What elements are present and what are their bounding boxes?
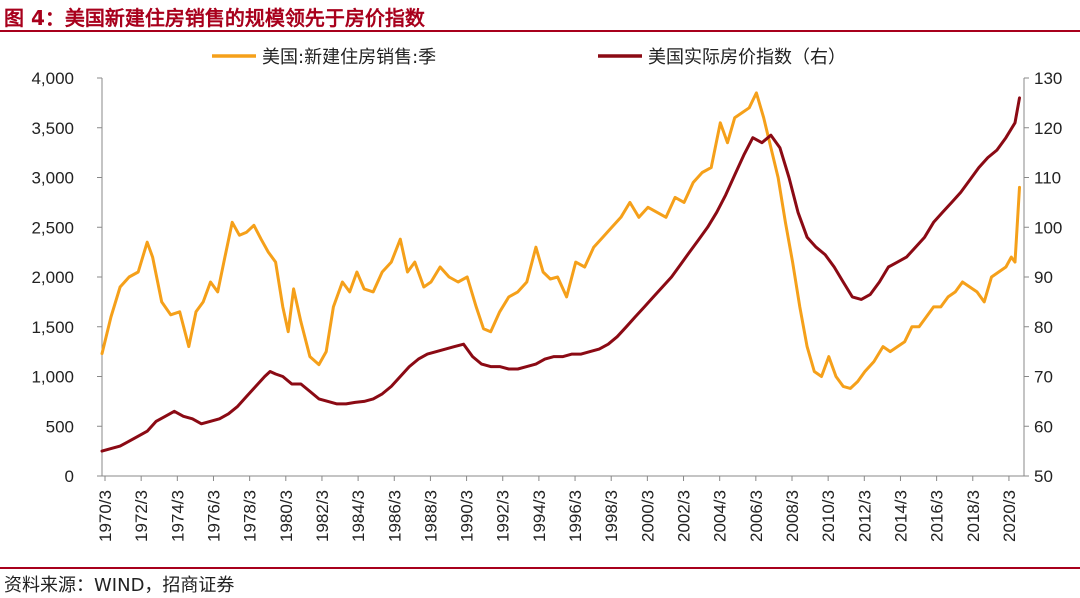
left-tick-label: 1,000 — [31, 368, 74, 387]
left-tick-label: 1,500 — [31, 318, 74, 337]
title-rule — [0, 30, 1080, 32]
series-line-2 — [100, 96, 1021, 453]
right-tick-label: 70 — [1034, 368, 1053, 387]
axes: 0 500 1,000 1,500 2,000 2,500 3,000 3,500 4,000 5… — [31, 69, 1062, 542]
right-tick-label: 110 — [1034, 169, 1061, 188]
x-tick-label: 2004/3 — [711, 490, 730, 542]
x-tick-label: 1996/3 — [566, 490, 585, 542]
x-tick-label: 1998/3 — [602, 490, 621, 542]
legend-label-2: 美国实际房价指数（右） — [648, 47, 846, 68]
x-tick-label: 1992/3 — [494, 490, 513, 542]
x-tick-label: 1986/3 — [385, 490, 404, 542]
x-tick-label: 1990/3 — [458, 490, 477, 542]
source-note: 资料来源：WIND，招商证券 — [4, 575, 235, 596]
x-tick-label: 2014/3 — [891, 490, 910, 542]
x-tick-label: 2002/3 — [675, 490, 694, 542]
right-tick-label: 80 — [1034, 318, 1053, 337]
plot-area — [100, 91, 1021, 453]
x-tick-label: 2008/3 — [783, 490, 802, 542]
x-tick-label: 1982/3 — [313, 490, 332, 542]
x-tick-label: 2000/3 — [638, 490, 657, 542]
left-tick-label: 500 — [46, 417, 74, 436]
left-tick-label: 4,000 — [31, 69, 74, 88]
source-rule — [0, 567, 1080, 569]
x-tick-label: 1974/3 — [168, 490, 187, 542]
x-tick-label: 1970/3 — [96, 490, 115, 542]
right-tick-label: 120 — [1034, 119, 1062, 138]
legend-label-1: 美国:新建住房销售:季 — [262, 47, 436, 68]
x-tick-label: 2006/3 — [747, 490, 766, 542]
x-tick-label: 1976/3 — [204, 490, 223, 542]
x-tick-label: 1984/3 — [349, 490, 368, 542]
left-tick-label: 3,000 — [31, 169, 74, 188]
left-tick-label: 3,500 — [31, 119, 74, 138]
right-tick-label: 60 — [1034, 417, 1053, 436]
series-line-1 — [100, 91, 1021, 390]
x-tick-label: 1972/3 — [132, 490, 151, 542]
x-tick-label: 1988/3 — [421, 490, 440, 542]
legend: 美国:新建住房销售:季 美国实际房价指数（右） — [212, 47, 846, 68]
x-tick-label: 2020/3 — [1000, 490, 1019, 542]
right-tick-label: 130 — [1034, 69, 1062, 88]
left-tick-label: 0 — [65, 467, 74, 486]
right-tick-label: 50 — [1034, 467, 1053, 486]
right-tick-label: 100 — [1034, 218, 1062, 237]
chart-title: 图 4：美国新建住房销售的规模领先于房价指数 — [4, 6, 425, 30]
x-tick-label: 2016/3 — [928, 490, 947, 542]
x-tick-label: 1980/3 — [277, 490, 296, 542]
x-tick-label: 2012/3 — [855, 490, 874, 542]
left-tick-label: 2,000 — [31, 268, 74, 287]
x-tick-label: 1978/3 — [241, 490, 260, 542]
left-tick-label: 2,500 — [31, 218, 74, 237]
x-tick-label: 2018/3 — [964, 490, 983, 542]
x-tick-label: 1994/3 — [530, 490, 549, 542]
x-tick-label: 2010/3 — [819, 490, 838, 542]
right-tick-label: 90 — [1034, 268, 1053, 287]
